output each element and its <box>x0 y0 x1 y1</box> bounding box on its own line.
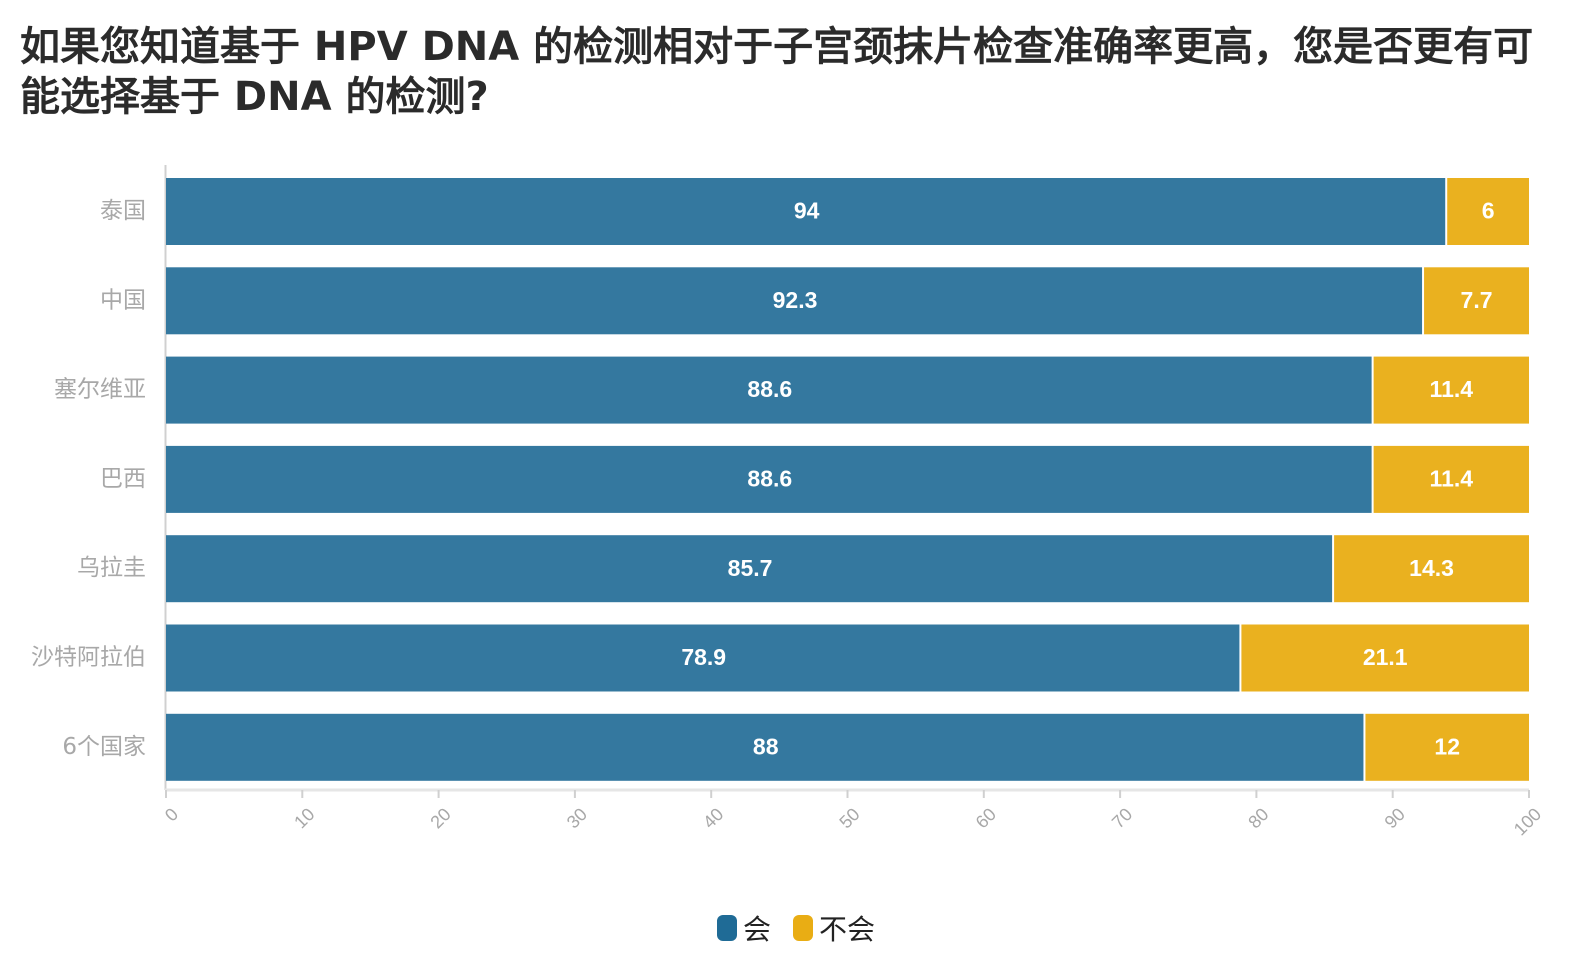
category-label: 塞尔维亚 <box>54 377 146 403</box>
data-label-no: 6 <box>1482 198 1495 224</box>
category-label: 乌拉圭 <box>77 555 146 581</box>
bar-no <box>1334 535 1529 603</box>
data-label-yes: 88.6 <box>747 376 792 402</box>
stacked-bar-chart: 0 10 20 30 40 50 60 70 80 90 100 泰国 94 6 中国 92.3 7.7 塞尔维亚… <box>31 165 1545 839</box>
category-label: 泰国 <box>100 198 146 224</box>
data-label-no: 21.1 <box>1363 644 1408 670</box>
category-label: 中国 <box>100 287 146 313</box>
bar-yes <box>166 535 1333 603</box>
x-tick-label: 80 <box>1244 804 1272 832</box>
x-tick-label: 20 <box>426 804 454 832</box>
category-label: 巴西 <box>100 466 146 492</box>
data-label-yes: 88.6 <box>747 465 792 491</box>
bar-yes <box>166 356 1372 424</box>
legend-swatch-no <box>793 915 813 941</box>
data-label-no: 12 <box>1434 733 1460 759</box>
legend-item-no[interactable]: 不会 <box>793 908 875 948</box>
x-tick-label: 10 <box>290 804 318 832</box>
data-label-yes: 85.7 <box>728 555 773 581</box>
category-label: 6个国家 <box>62 734 146 760</box>
chart-legend: 会 不会 <box>0 908 1592 948</box>
bar-no <box>1447 178 1529 245</box>
x-tick-label: 90 <box>1381 804 1409 832</box>
bar-yes <box>166 624 1240 692</box>
bar-yes <box>166 267 1423 335</box>
data-label-yes: 78.9 <box>681 644 726 670</box>
legend-label-no: 不会 <box>819 913 876 946</box>
legend-swatch-yes <box>716 915 737 941</box>
data-label-no: 11.4 <box>1430 376 1474 402</box>
bar-yes <box>166 178 1446 245</box>
legend-item-yes[interactable]: 会 <box>716 908 771 948</box>
bar-no <box>1365 713 1529 781</box>
x-tick-label: 0 <box>161 804 182 825</box>
bar-yes <box>166 445 1372 513</box>
category-label: 沙特阿拉伯 <box>31 645 146 671</box>
x-tick-label: 60 <box>972 804 1000 832</box>
chart-title: 如果您知道基于 HPV DNA 的检测相对于子宫颈抹片检查准确率更高，您是否更有… <box>20 24 1534 120</box>
x-tick-label: 40 <box>699 804 727 832</box>
bar-yes <box>166 713 1364 781</box>
bar-no <box>1241 624 1529 692</box>
x-tick-label: 30 <box>563 804 591 832</box>
x-tick-label: 70 <box>1108 804 1136 832</box>
data-label-yes: 94 <box>794 198 820 224</box>
data-label-no: 7.7 <box>1461 287 1493 313</box>
x-tick-label: 100 <box>1510 804 1545 839</box>
data-label-yes: 92.3 <box>773 287 818 313</box>
bar-no <box>1373 356 1529 424</box>
bar-no <box>1373 445 1529 513</box>
data-label-yes: 88 <box>753 733 779 759</box>
data-label-no: 14.3 <box>1409 555 1454 581</box>
data-label-no: 11.4 <box>1430 465 1474 491</box>
bar-no <box>1424 267 1529 335</box>
legend-label-yes: 会 <box>742 913 771 946</box>
x-tick-label: 50 <box>835 804 863 832</box>
